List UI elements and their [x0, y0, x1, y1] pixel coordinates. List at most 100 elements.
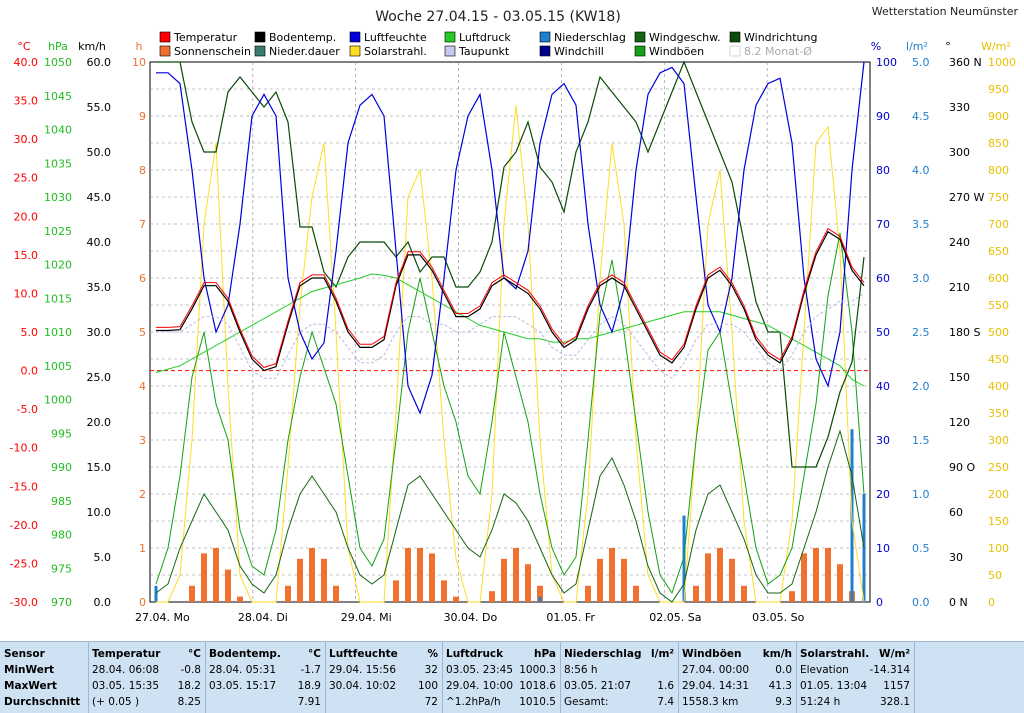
- stats-cell-label: 51:24 h: [800, 696, 841, 708]
- sun-axis-tick: 7: [139, 218, 146, 231]
- solar-axis-tick: 1000: [988, 56, 1016, 69]
- legend-swatch: [254, 31, 266, 43]
- temp-axis-tick: 40.0: [14, 56, 39, 69]
- stats-cell-value: -14.314: [869, 664, 910, 676]
- solar-axis-tick: 150: [988, 515, 1009, 528]
- sunshine-bar: [189, 585, 195, 602]
- stats-column: Luftdruck hPa 03.05. 23:45 1000.3 29.04. 10:…: [442, 642, 561, 713]
- solar-axis-tick: 800: [988, 164, 1009, 177]
- sunshine-bar: [729, 558, 735, 602]
- wind-speed-line: [155, 429, 865, 603]
- stats-cell-value: 1.6: [657, 680, 674, 692]
- stats-cell-value: 8.25: [177, 696, 201, 708]
- pressure-axis-tick: 1010: [44, 326, 72, 339]
- stats-unit: l/m²: [651, 648, 674, 660]
- winddir-axis-tick: 150: [949, 371, 970, 384]
- stats-cell-label: Elevation: [800, 664, 849, 676]
- temp-axis-tick: 15.0: [14, 249, 39, 262]
- solar-axis-tick: 100: [988, 542, 1009, 555]
- sunshine-bar: [717, 548, 723, 602]
- legend-label: Niederschlag: [554, 31, 626, 44]
- stats-row: 03.05. 23:45 1000.3: [446, 664, 556, 680]
- stats-header: Sensor: [4, 648, 84, 660]
- sunshine-bar: [525, 564, 531, 602]
- sunshine-bar: [693, 585, 699, 602]
- legend-label: Windchill: [554, 45, 604, 58]
- sunshine-bar: [609, 548, 615, 602]
- stats-cell-value: 0.0: [775, 664, 792, 676]
- legend-label: Sonnenschein: [174, 45, 251, 58]
- wind-axis-tick: 25.0: [87, 371, 112, 384]
- legend-item: Luftfeuchte: [349, 31, 427, 44]
- stats-unit: °C: [188, 648, 201, 660]
- sunshine-bar: [333, 585, 339, 602]
- wind-axis-tick: 0.0: [94, 596, 112, 609]
- sun-axis-tick: 4: [139, 380, 146, 393]
- stats-header: Temperatur °C: [92, 648, 201, 660]
- stats-cell-value: 1157: [883, 680, 910, 692]
- sunshine-bar: [321, 558, 327, 602]
- rain-axis-tick: 5.0: [912, 56, 930, 69]
- temp-axis-tick: -5.0: [17, 403, 38, 416]
- stats-table: Sensor MinWert MaxWert Durchschnitt Temperat…: [0, 641, 1024, 713]
- weather-chart: Woche 27.04.15 - 03.05.15 (KW18) Wetters…: [9, 5, 1019, 624]
- sunshine-bar: [633, 585, 639, 602]
- stats-title: Luftfeuchte: [329, 648, 398, 660]
- stats-cell-label: 03.05. 23:45: [446, 664, 513, 676]
- stats-cell-value: 100: [417, 680, 438, 692]
- humidity-line: [156, 61, 865, 415]
- stats-cell-label: 01.05. 13:04: [800, 680, 867, 692]
- rain-bar: [154, 585, 158, 602]
- stats-row: Gesamt: 7.4: [564, 696, 674, 712]
- sunshine-bar: [489, 591, 495, 602]
- solar-axis-tick: 700: [988, 218, 1009, 231]
- legend-swatch: [349, 45, 361, 57]
- solar-line: [156, 105, 865, 603]
- stats-cell-label: 29.04. 15:56: [329, 664, 396, 676]
- sunshine-bar: [705, 553, 711, 602]
- stats-unit: °C: [308, 648, 321, 660]
- legend-item: Solarstrahl.: [349, 45, 427, 58]
- temp-axis-tick: 25.0: [14, 172, 39, 185]
- stats-cell-value: 18.2: [177, 680, 201, 692]
- sunshine-bar: [225, 569, 231, 602]
- sunshine-bar: [825, 548, 831, 602]
- sun-axis-tick: 5: [139, 326, 146, 339]
- humidity-axis-tick: 30: [876, 434, 890, 447]
- sunshine-bar: [453, 596, 459, 602]
- solar-axis-tick: 50: [988, 569, 1002, 582]
- sun-axis-tick: 8: [139, 164, 146, 177]
- stats-title: Bodentemp.: [209, 648, 281, 660]
- stats-cell-label: 03.05. 15:17: [209, 680, 276, 692]
- pressure-axis-tick: 1030: [44, 191, 72, 204]
- pressure-axis-tick: 1040: [44, 124, 72, 137]
- legend-swatch: [729, 31, 741, 43]
- winddir-axis-unit: °: [945, 40, 951, 53]
- wind-axis-tick: 40.0: [87, 236, 112, 249]
- stats-unit: km/h: [762, 648, 792, 660]
- stats-row: 28.04. 05:31 -1.7: [209, 664, 321, 680]
- legend-label: Bodentemp.: [269, 31, 336, 44]
- solar-axis-tick: 850: [988, 137, 1009, 150]
- legend-item: Taupunkt: [444, 45, 510, 58]
- pressure-line: [155, 273, 865, 387]
- sun-axis-tick: 2: [139, 488, 146, 501]
- wind-axis-tick: 35.0: [87, 281, 112, 294]
- wind-axis-tick: 30.0: [87, 326, 112, 339]
- day-label: 27.04. Mo: [135, 611, 190, 624]
- stats-row: 27.04. 00:00 0.0: [682, 664, 792, 680]
- humidity-axis-tick: 80: [876, 164, 890, 177]
- stats-header: Luftfeuchte%: [329, 648, 438, 660]
- temp-axis-unit: °C: [17, 40, 31, 53]
- sunshine-bar: [813, 548, 819, 602]
- pressure-axis-tick: 1045: [44, 90, 72, 103]
- stats-cell-value: 7.91: [297, 696, 321, 708]
- stats-cell-value: 7.4: [657, 696, 674, 708]
- pressure-axis-tick: 975: [51, 562, 72, 575]
- sun-axis-tick: 0: [139, 596, 146, 609]
- wind-axis-tick: 55.0: [87, 101, 112, 114]
- solar-axis-tick: 900: [988, 110, 1009, 123]
- sunshine-bar: [501, 558, 507, 602]
- rain-axis-tick: 3.0: [912, 272, 930, 285]
- rain-bar: [682, 515, 686, 602]
